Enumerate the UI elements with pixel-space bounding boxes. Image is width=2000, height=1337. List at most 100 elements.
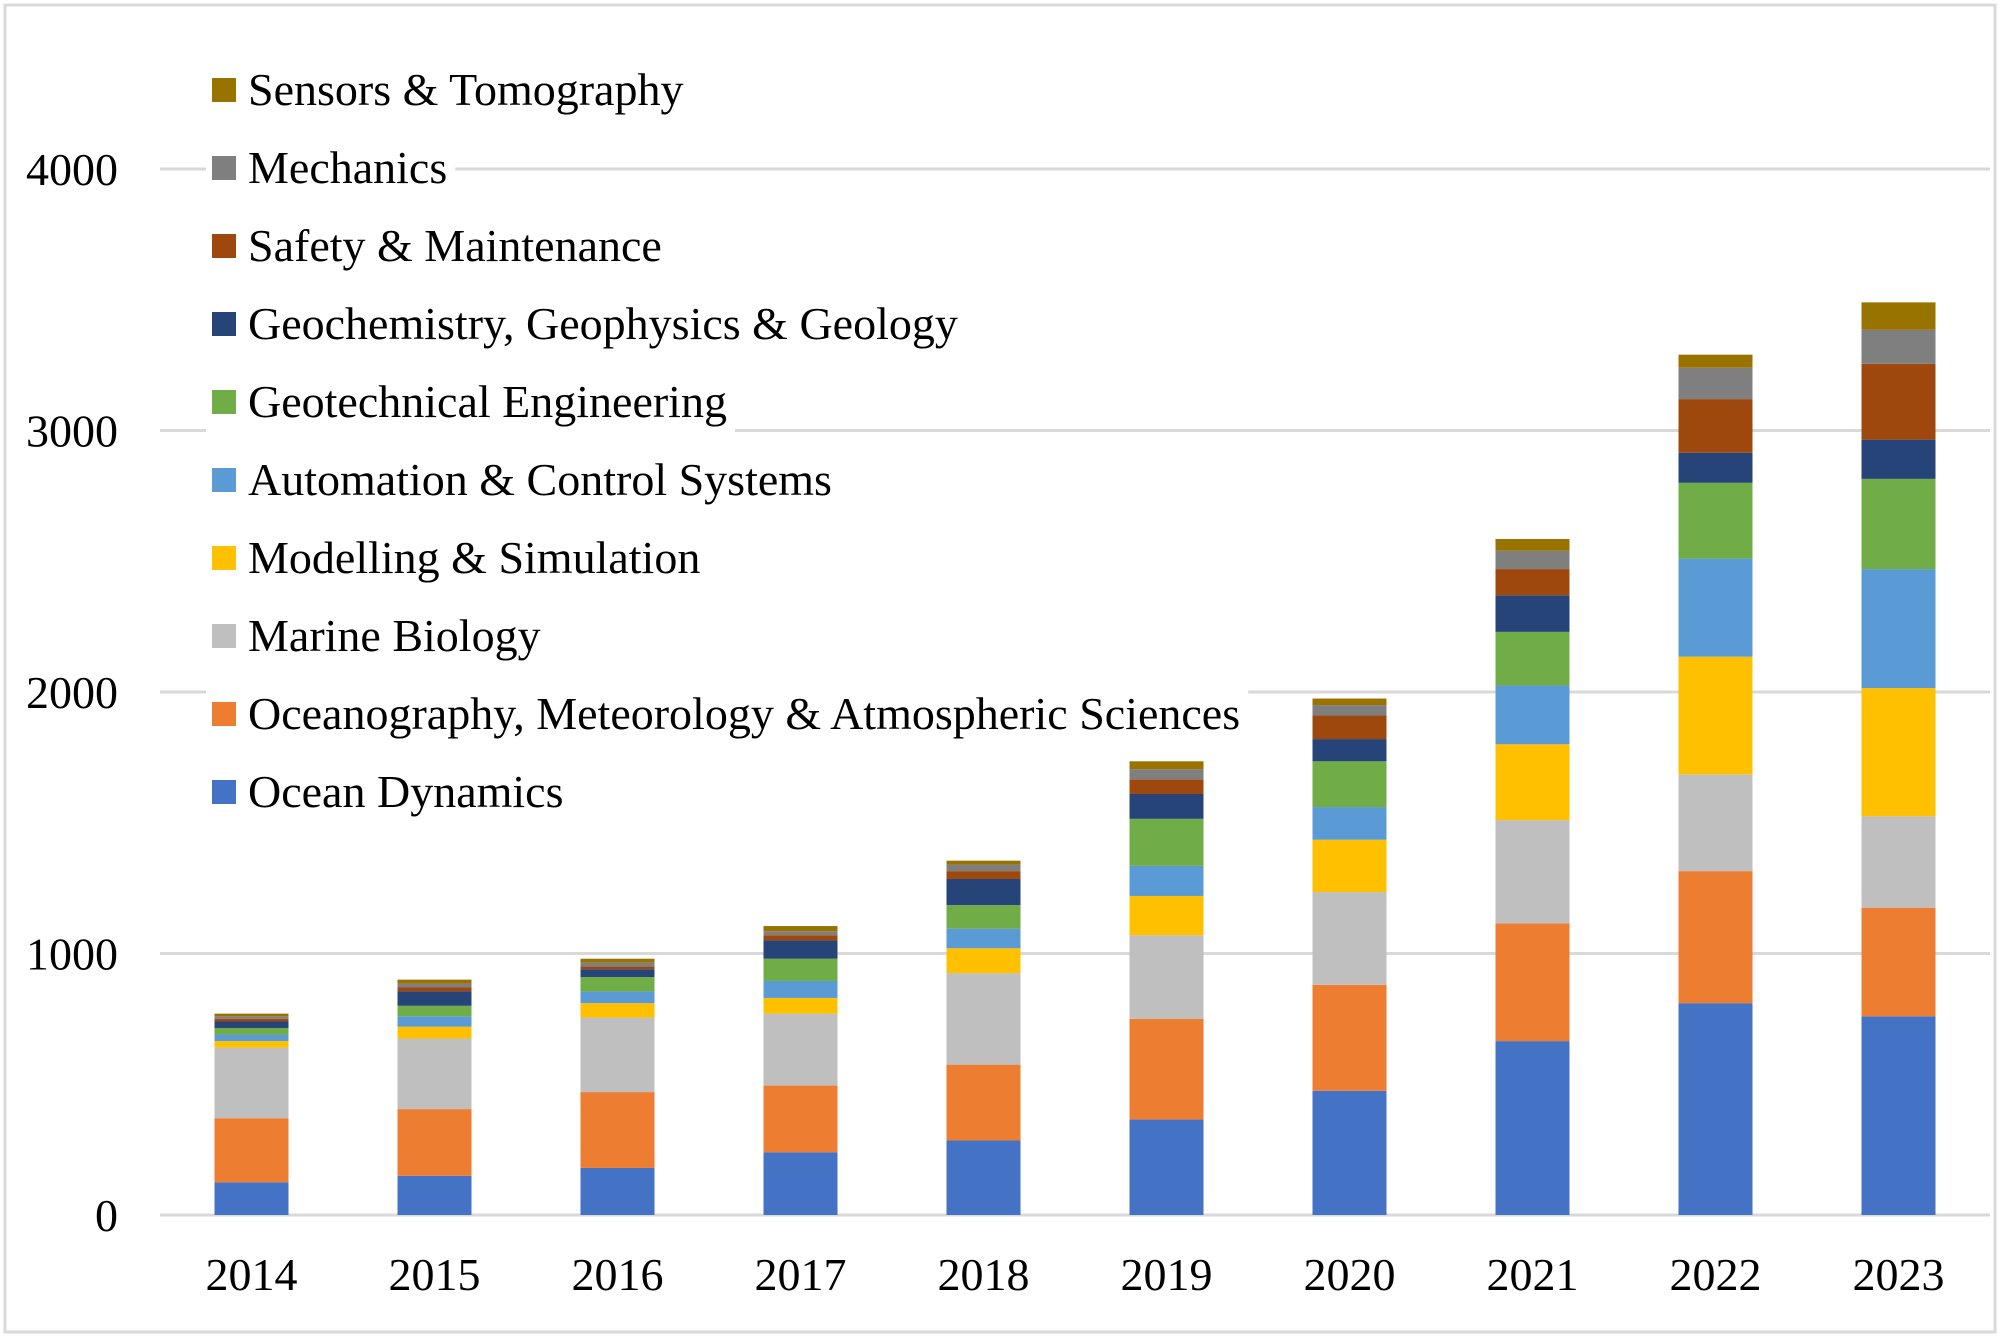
- legend-swatch: [212, 78, 236, 102]
- bar-stacks: [214, 302, 1936, 1215]
- x-tick-label: 2023: [1853, 1249, 1945, 1300]
- bar-segment: [763, 1013, 838, 1086]
- legend-label: Marine Biology: [248, 610, 541, 661]
- x-tick-label: 2014: [206, 1249, 298, 1300]
- bar-segment: [580, 966, 655, 970]
- bar-stack-2023: [1861, 302, 1936, 1215]
- bar-segment: [1495, 685, 1570, 745]
- bar-segment: [1678, 354, 1753, 368]
- legend-item: Sensors & Tomography: [206, 60, 692, 120]
- legend-item-backdrop: [206, 372, 735, 432]
- legend-label: Geochemistry, Geophysics & Geology: [248, 298, 958, 349]
- bar-segment: [946, 905, 1021, 929]
- bar-segment: [1129, 818, 1204, 866]
- bar-segment: [580, 1017, 655, 1093]
- bar-segment: [1129, 761, 1204, 770]
- bar-segment: [1495, 923, 1570, 1042]
- bar-stack-2014: [214, 1013, 289, 1215]
- legend-item: Modelling & Simulation: [206, 528, 709, 588]
- legend-item-backdrop: [206, 450, 840, 510]
- bar-segment: [1129, 1018, 1204, 1120]
- bar-segment: [1495, 631, 1570, 686]
- bar-segment: [214, 1013, 289, 1017]
- bar-stack-2021: [1495, 539, 1570, 1215]
- bar-segment: [946, 871, 1021, 879]
- x-tick-label: 2022: [1670, 1249, 1762, 1300]
- bar-segment: [580, 969, 655, 978]
- bar-segment: [580, 958, 655, 963]
- bar-segment: [1678, 656, 1753, 775]
- bar-segment: [1678, 774, 1753, 872]
- bar-segment: [1861, 907, 1936, 1017]
- x-tick-label: 2017: [755, 1249, 847, 1300]
- y-tick-label: 1000: [26, 929, 118, 980]
- bar-segment: [1129, 769, 1204, 780]
- bar-segment: [580, 1003, 655, 1018]
- bar-segment: [397, 1175, 472, 1215]
- bar-segment: [1678, 558, 1753, 657]
- bar-segment: [580, 962, 655, 967]
- bar-segment: [1129, 865, 1204, 896]
- x-tick-label: 2018: [938, 1249, 1030, 1300]
- legend-swatch: [212, 312, 236, 336]
- legend-swatch: [212, 468, 236, 492]
- legend-swatch: [212, 156, 236, 180]
- bar-segment: [214, 1182, 289, 1215]
- bar-segment: [397, 987, 472, 992]
- legend-item-backdrop: [206, 684, 1249, 744]
- bar-segment: [1678, 399, 1753, 453]
- bar-segment: [1678, 482, 1753, 559]
- bar-segment: [214, 1034, 289, 1042]
- y-axis-tick-labels: 0 1000 2000 3000 4000: [26, 144, 118, 1241]
- legend-item: Geochemistry, Geophysics & Geology: [206, 294, 966, 354]
- bar-segment: [1312, 715, 1387, 740]
- bar-segment: [397, 1026, 472, 1039]
- legend-label: Geotechnical Engineering: [248, 376, 727, 427]
- bar-segment: [1495, 1041, 1570, 1215]
- bar-segment: [1129, 1119, 1204, 1215]
- legend-swatch: [212, 546, 236, 570]
- bar-segment: [1861, 439, 1936, 479]
- legend-label: Automation & Control Systems: [248, 454, 832, 505]
- bar-stack-2017: [763, 926, 838, 1215]
- legend-item-backdrop: [206, 216, 670, 276]
- legend-item: Marine Biology: [206, 606, 549, 666]
- x-tick-label: 2021: [1487, 1249, 1579, 1300]
- bar-segment: [397, 979, 472, 984]
- bar-segment: [763, 1152, 838, 1215]
- y-tick-label: 4000: [26, 144, 118, 195]
- bar-segment: [1678, 452, 1753, 483]
- bar-segment: [1495, 569, 1570, 596]
- legend-item-backdrop: [206, 606, 549, 666]
- x-tick-label: 2019: [1121, 1249, 1213, 1300]
- bar-segment: [946, 928, 1021, 949]
- bar-segment: [1861, 329, 1936, 364]
- bar-segment: [214, 1021, 289, 1029]
- legend-item-backdrop: [206, 60, 692, 120]
- bar-segment: [1495, 820, 1570, 924]
- bar-stack-2015: [397, 979, 472, 1215]
- bar-segment: [214, 1016, 289, 1019]
- x-axis-tick-labels: 2014 2015 2016 2017 2018 2019 2020 2021 2022 2023: [206, 1249, 1945, 1300]
- bar-segment: [1861, 816, 1936, 908]
- bar-segment: [1312, 761, 1387, 808]
- legend-item-backdrop: [206, 294, 966, 354]
- legend-swatch: [212, 624, 236, 648]
- bar-segment: [1312, 839, 1387, 893]
- bar-segment: [1861, 1016, 1936, 1215]
- legend-item: Oceanography, Meteorology & Atmospheric …: [206, 684, 1249, 744]
- bar-segment: [763, 935, 838, 941]
- legend-item: Ocean Dynamics: [206, 762, 572, 822]
- bar-segment: [1129, 935, 1204, 1019]
- bar-segment: [397, 991, 472, 1006]
- bar-segment: [1312, 698, 1387, 706]
- bar-segment: [946, 864, 1021, 872]
- bar-segment: [214, 1018, 289, 1022]
- bar-segment: [1678, 367, 1753, 400]
- bar-segment: [1495, 744, 1570, 821]
- bar-segment: [1678, 871, 1753, 1004]
- legend-item: Safety & Maintenance: [206, 216, 670, 276]
- bar-segment: [1861, 688, 1936, 817]
- bar-segment: [946, 1140, 1021, 1215]
